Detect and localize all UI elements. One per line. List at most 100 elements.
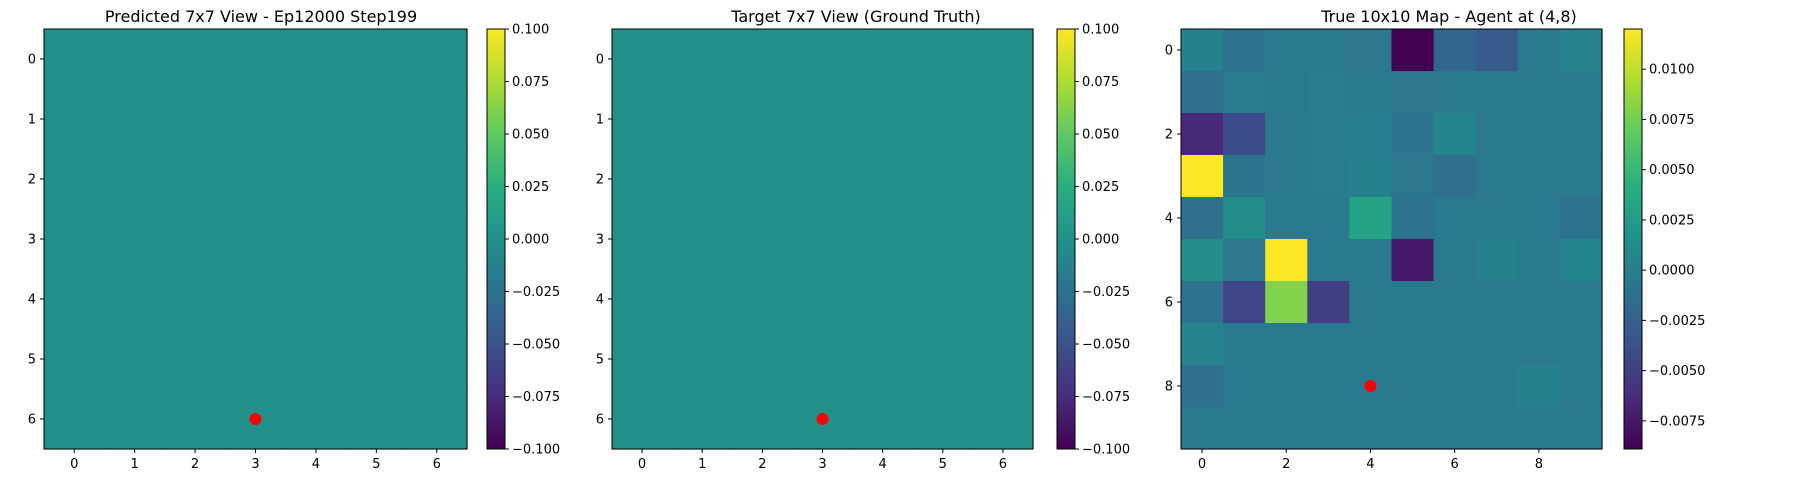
target-view-cell	[972, 269, 1034, 330]
predicted-view-x-tick-label: 6	[433, 457, 441, 472]
target-view-x-tick-label: 3	[818, 457, 826, 472]
true-map-cell	[1433, 281, 1477, 324]
predicted-view-cell	[44, 149, 106, 210]
true-map-cell	[1391, 155, 1435, 198]
target-view-colorbar	[1056, 28, 1076, 450]
true-map-y-tick-label: 4	[1165, 212, 1173, 227]
true-map-cell	[1559, 281, 1603, 324]
true-map-x-tick-label: 2	[1282, 457, 1290, 472]
true-map-cell	[1349, 407, 1393, 450]
true-map-cell	[1391, 113, 1435, 156]
true-map-cell	[1391, 29, 1435, 72]
predicted-view-cell	[164, 149, 226, 210]
true-map-cell	[1265, 323, 1308, 366]
target-view-cell	[732, 269, 794, 330]
predicted-view-cell	[225, 149, 287, 210]
predicted-view-cell	[285, 29, 347, 90]
predicted-view-x-tick-label: 3	[251, 457, 259, 472]
target-view-colorbar-tick-label: 0.025	[1082, 180, 1119, 195]
true-map-cell	[1433, 155, 1477, 198]
predicted-view-cell	[164, 209, 226, 270]
target-view-panel: Target 7x7 View (Ground Truth) 0 1 2 3 4 5 6 0 1…	[596, 7, 1130, 472]
predicted-view-x-tick-label: 1	[131, 457, 139, 472]
predicted-view-y-tick-label: 3	[28, 233, 36, 248]
predicted-view-agent-marker	[249, 413, 262, 425]
predicted-view-cell	[104, 209, 166, 270]
true-map-title: True 10x10 Map - Agent at (4,8)	[1320, 7, 1577, 26]
true-map-cell	[1223, 113, 1266, 156]
true-map-cell	[1559, 197, 1603, 240]
target-view-cell	[672, 29, 733, 90]
predicted-view-colorbar-tick-label: −0.050	[512, 338, 560, 353]
true-map-cell	[1307, 197, 1350, 240]
true-map-cell	[1391, 281, 1435, 324]
target-view-x-tick-label: 1	[698, 457, 706, 472]
true-map-cell	[1559, 365, 1603, 408]
true-map-cell	[1265, 239, 1308, 282]
target-view-y-tick-label: 1	[596, 113, 604, 128]
target-view-cell	[672, 209, 733, 270]
true-map-cell	[1517, 29, 1561, 72]
predicted-view-colorbar	[486, 28, 506, 450]
true-map-y-tick-label: 6	[1165, 296, 1173, 311]
true-map-cell	[1433, 407, 1477, 450]
target-view-cell	[852, 89, 914, 150]
true-map-cell	[1559, 113, 1603, 156]
target-view-cell	[612, 209, 673, 270]
true-map-panel: True 10x10 Map - Agent at (4,8) 0 2 4 6 8 0 2 4…	[1165, 7, 1706, 472]
true-map-cell	[1475, 71, 1519, 114]
true-map-cell	[1223, 197, 1266, 240]
true-map-cell	[1307, 281, 1350, 324]
predicted-view-colorbar-tick-label: −0.025	[512, 285, 560, 300]
target-view-colorbar-tick-label: −0.100	[1082, 443, 1130, 458]
predicted-view-cell	[346, 269, 408, 330]
target-view-cell	[612, 149, 673, 210]
target-view-colorbar-tick-label: 0.050	[1082, 128, 1119, 143]
predicted-view-colorbar-tick-label: 0.075	[512, 75, 549, 90]
predicted-view-y-tick-label: 6	[28, 413, 36, 428]
target-view-cell	[852, 329, 914, 390]
predicted-view-cell	[346, 149, 408, 210]
true-map-cell	[1265, 365, 1308, 408]
true-map-cell	[1391, 239, 1435, 282]
true-map-cell	[1349, 113, 1393, 156]
true-map-cell	[1265, 113, 1308, 156]
true-map-cell	[1223, 323, 1266, 366]
target-view-cell	[792, 89, 854, 150]
true-map-cell	[1517, 239, 1561, 282]
target-view-y-tick-label: 4	[596, 293, 604, 308]
predicted-view-cell	[44, 89, 106, 150]
target-view-colorbar-tick-label: −0.025	[1082, 285, 1130, 300]
true-map-cell	[1517, 155, 1561, 198]
target-view-agent-marker	[816, 413, 829, 425]
true-map-cell	[1391, 365, 1435, 408]
predicted-view-cell	[346, 209, 408, 270]
predicted-view-cell	[164, 329, 226, 390]
predicted-view-cell	[406, 329, 468, 390]
true-map-cell	[1391, 197, 1435, 240]
predicted-view-y-tick-label: 5	[28, 353, 36, 368]
true-map-cell	[1391, 323, 1435, 366]
true-map-cell	[1433, 323, 1477, 366]
true-map-cell	[1223, 71, 1266, 114]
predicted-view-cell	[346, 389, 408, 450]
target-view-cell	[792, 209, 854, 270]
true-map-cell	[1349, 29, 1393, 72]
true-map-x-tick-label: 8	[1535, 457, 1543, 472]
predicted-view-y-tick-label: 4	[28, 293, 36, 308]
true-map-cell	[1391, 71, 1435, 114]
target-view-x-tick-label: 0	[638, 457, 646, 472]
true-map-cell	[1223, 365, 1266, 408]
predicted-view-cell	[225, 329, 287, 390]
true-map-cell	[1307, 113, 1350, 156]
target-view-colorbar-tick-label: 0.000	[1082, 233, 1119, 248]
predicted-view-colorbar-tick-label: −0.075	[512, 390, 560, 405]
predicted-view-cell	[406, 269, 468, 330]
target-view-colorbar-tick-label: 0.100	[1082, 23, 1119, 38]
predicted-view-cell	[164, 269, 226, 330]
true-map-cell	[1265, 29, 1308, 72]
true-map-cell	[1475, 113, 1519, 156]
true-map-cell	[1475, 407, 1519, 450]
predicted-view-title: Predicted 7x7 View - Ep12000 Step199	[105, 7, 417, 26]
target-view-cell	[972, 149, 1034, 210]
